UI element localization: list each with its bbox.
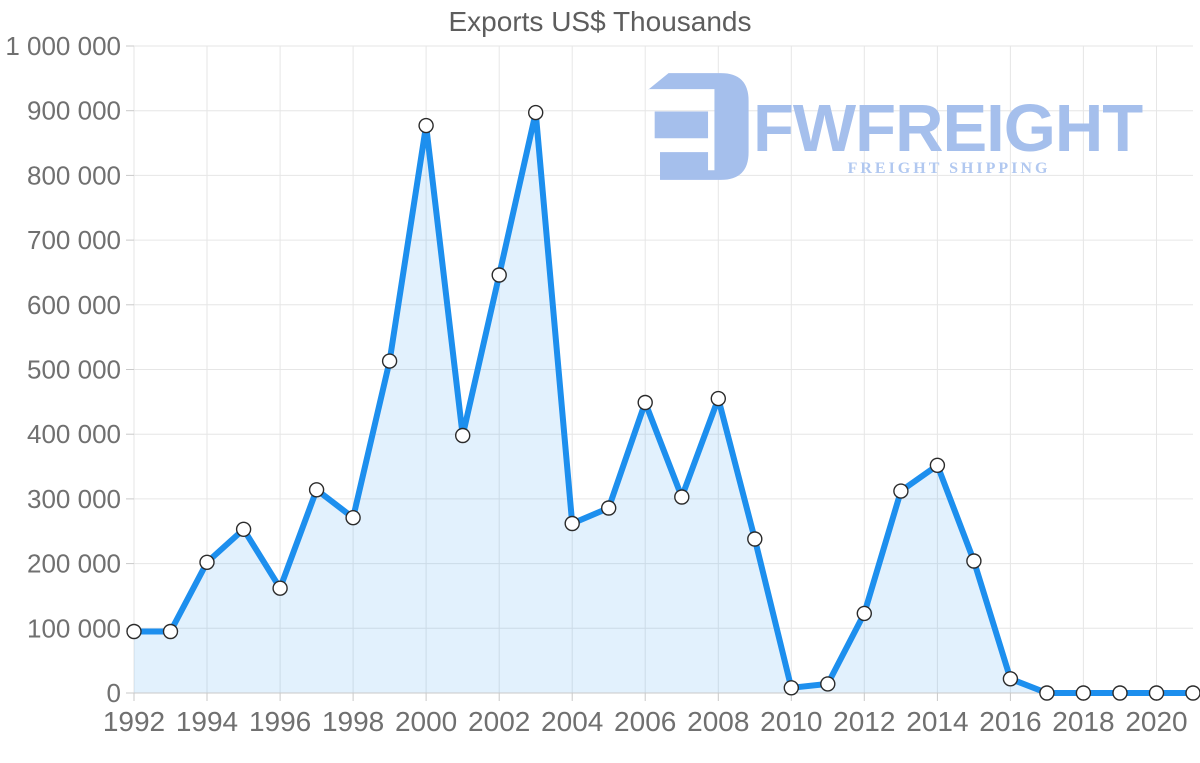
data-point[interactable] xyxy=(308,482,325,498)
x-tick-label: 2018 xyxy=(1052,706,1114,737)
data-point[interactable] xyxy=(674,489,690,505)
data-point[interactable] xyxy=(381,353,398,369)
data-point[interactable] xyxy=(747,531,763,547)
data-point[interactable] xyxy=(893,483,909,499)
y-tick-label: 300 000 xyxy=(27,484,121,514)
x-tick-label: 2012 xyxy=(833,706,895,737)
x-tick-label: 2020 xyxy=(1125,706,1187,737)
x-tick-label: 2008 xyxy=(687,706,749,737)
x-tick-label: 1994 xyxy=(176,706,238,737)
x-tick-label: 1992 xyxy=(103,706,165,737)
y-tick-label: 700 000 xyxy=(27,225,121,255)
x-tick-label: 2016 xyxy=(979,706,1041,737)
data-point[interactable] xyxy=(345,510,361,526)
y-tick-label: 800 000 xyxy=(27,160,121,190)
data-point[interactable] xyxy=(455,427,471,444)
data-point[interactable] xyxy=(856,605,872,622)
y-tick-label: 500 000 xyxy=(27,355,121,385)
x-tick-label: 2002 xyxy=(468,706,530,737)
y-tick-label: 600 000 xyxy=(27,290,121,320)
data-point[interactable] xyxy=(1002,671,1019,687)
x-tick-label: 2004 xyxy=(541,706,603,737)
y-tick-label: 100 000 xyxy=(27,613,121,643)
data-point[interactable] xyxy=(966,553,982,569)
data-point[interactable] xyxy=(1112,685,1128,701)
data-point[interactable] xyxy=(126,623,142,640)
data-point[interactable] xyxy=(199,554,215,570)
data-point[interactable] xyxy=(820,676,836,692)
y-tick-label: 400 000 xyxy=(27,419,121,449)
data-point[interactable] xyxy=(929,457,946,473)
chart-title: Exports US$ Thousands xyxy=(448,6,752,37)
data-point[interactable] xyxy=(564,515,580,532)
data-point[interactable] xyxy=(783,680,799,696)
data-point[interactable] xyxy=(1075,685,1092,701)
data-point[interactable] xyxy=(235,521,252,537)
data-point[interactable] xyxy=(272,580,288,596)
x-tick-label: 2014 xyxy=(906,706,968,737)
data-point[interactable] xyxy=(1148,685,1165,701)
data-point[interactable] xyxy=(491,267,507,283)
x-tick-label: 1998 xyxy=(322,706,384,737)
x-tick-label: 2006 xyxy=(614,706,676,737)
data-point[interactable] xyxy=(418,117,434,134)
y-tick-label: 200 000 xyxy=(27,549,121,579)
data-point[interactable] xyxy=(601,500,617,516)
data-point[interactable] xyxy=(637,394,653,411)
x-tick-label: 1996 xyxy=(249,706,311,737)
area-fill xyxy=(134,112,1193,694)
y-tick-label: 0 xyxy=(107,678,121,708)
data-point[interactable] xyxy=(1185,685,1200,701)
x-tick-label: 2000 xyxy=(395,706,457,737)
data-point[interactable] xyxy=(1039,685,1055,701)
y-tick-label: 1 000 000 xyxy=(5,31,121,61)
data-point[interactable] xyxy=(162,623,179,640)
data-point[interactable] xyxy=(710,390,726,407)
data-point[interactable] xyxy=(528,104,544,121)
y-tick-label: 900 000 xyxy=(27,96,121,126)
x-tick-label: 2010 xyxy=(760,706,822,737)
